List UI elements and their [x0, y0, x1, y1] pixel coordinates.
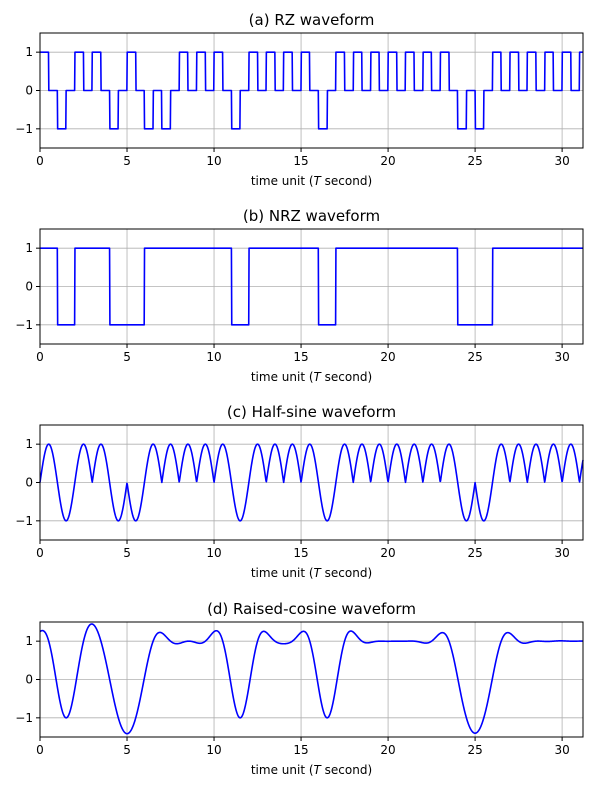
x-tick-label: 10 — [206, 154, 221, 168]
x-tick-label: 0 — [36, 350, 44, 364]
x-tick-label: 20 — [380, 546, 395, 560]
x-axis-label: time unit (T second) — [251, 174, 372, 188]
x-tick-label: 15 — [293, 546, 308, 560]
x-tick-label: 5 — [123, 743, 131, 757]
x-tick-label: 30 — [554, 350, 569, 364]
x-tick-label: 0 — [36, 743, 44, 757]
x-tick-label: 15 — [293, 350, 308, 364]
x-tick-label: 25 — [467, 546, 482, 560]
x-tick-label: 30 — [554, 546, 569, 560]
y-tick-label: −1 — [15, 711, 33, 725]
x-tick-label: 15 — [293, 154, 308, 168]
x-tick-label: 0 — [36, 546, 44, 560]
y-tick-label: 0 — [25, 476, 33, 490]
series-line — [39, 247, 584, 326]
x-tick-label: 20 — [380, 154, 395, 168]
subplot-title: (c) Half-sine waveform — [227, 403, 396, 421]
y-tick-label: −1 — [15, 318, 33, 332]
y-tick-label: −1 — [15, 514, 33, 528]
x-tick-label: 30 — [554, 743, 569, 757]
x-tick-label: 10 — [206, 546, 221, 560]
y-tick-label: 1 — [25, 634, 33, 648]
x-tick-label: 20 — [380, 743, 395, 757]
x-tick-label: 25 — [467, 743, 482, 757]
x-tick-label: 5 — [123, 154, 131, 168]
subplot-title: (d) Raised-cosine waveform — [207, 600, 416, 618]
y-tick-label: 0 — [25, 84, 33, 98]
x-axis-label: time unit (T second) — [251, 566, 372, 580]
x-axis-label: time unit (T second) — [251, 763, 372, 777]
y-tick-label: 0 — [25, 673, 33, 687]
y-tick-label: 0 — [25, 280, 33, 294]
y-tick-label: 1 — [25, 437, 33, 451]
series-line — [39, 623, 584, 735]
subplot-title: (b) NRZ waveform — [243, 207, 380, 225]
x-axis-label: time unit (T second) — [251, 370, 372, 384]
series-line — [39, 51, 584, 130]
y-tick-label: −1 — [15, 122, 33, 136]
subplot-title: (a) RZ waveform — [249, 11, 375, 29]
x-tick-label: 30 — [554, 154, 569, 168]
x-tick-label: 5 — [123, 350, 131, 364]
series-line — [39, 443, 584, 522]
x-tick-label: 20 — [380, 350, 395, 364]
y-tick-label: 1 — [25, 241, 33, 255]
x-tick-label: 25 — [467, 154, 482, 168]
x-tick-label: 25 — [467, 350, 482, 364]
x-tick-label: 15 — [293, 743, 308, 757]
x-tick-label: 5 — [123, 546, 131, 560]
x-tick-label: 10 — [206, 350, 221, 364]
x-tick-label: 0 — [36, 154, 44, 168]
x-tick-label: 10 — [206, 743, 221, 757]
y-tick-label: 1 — [25, 45, 33, 59]
